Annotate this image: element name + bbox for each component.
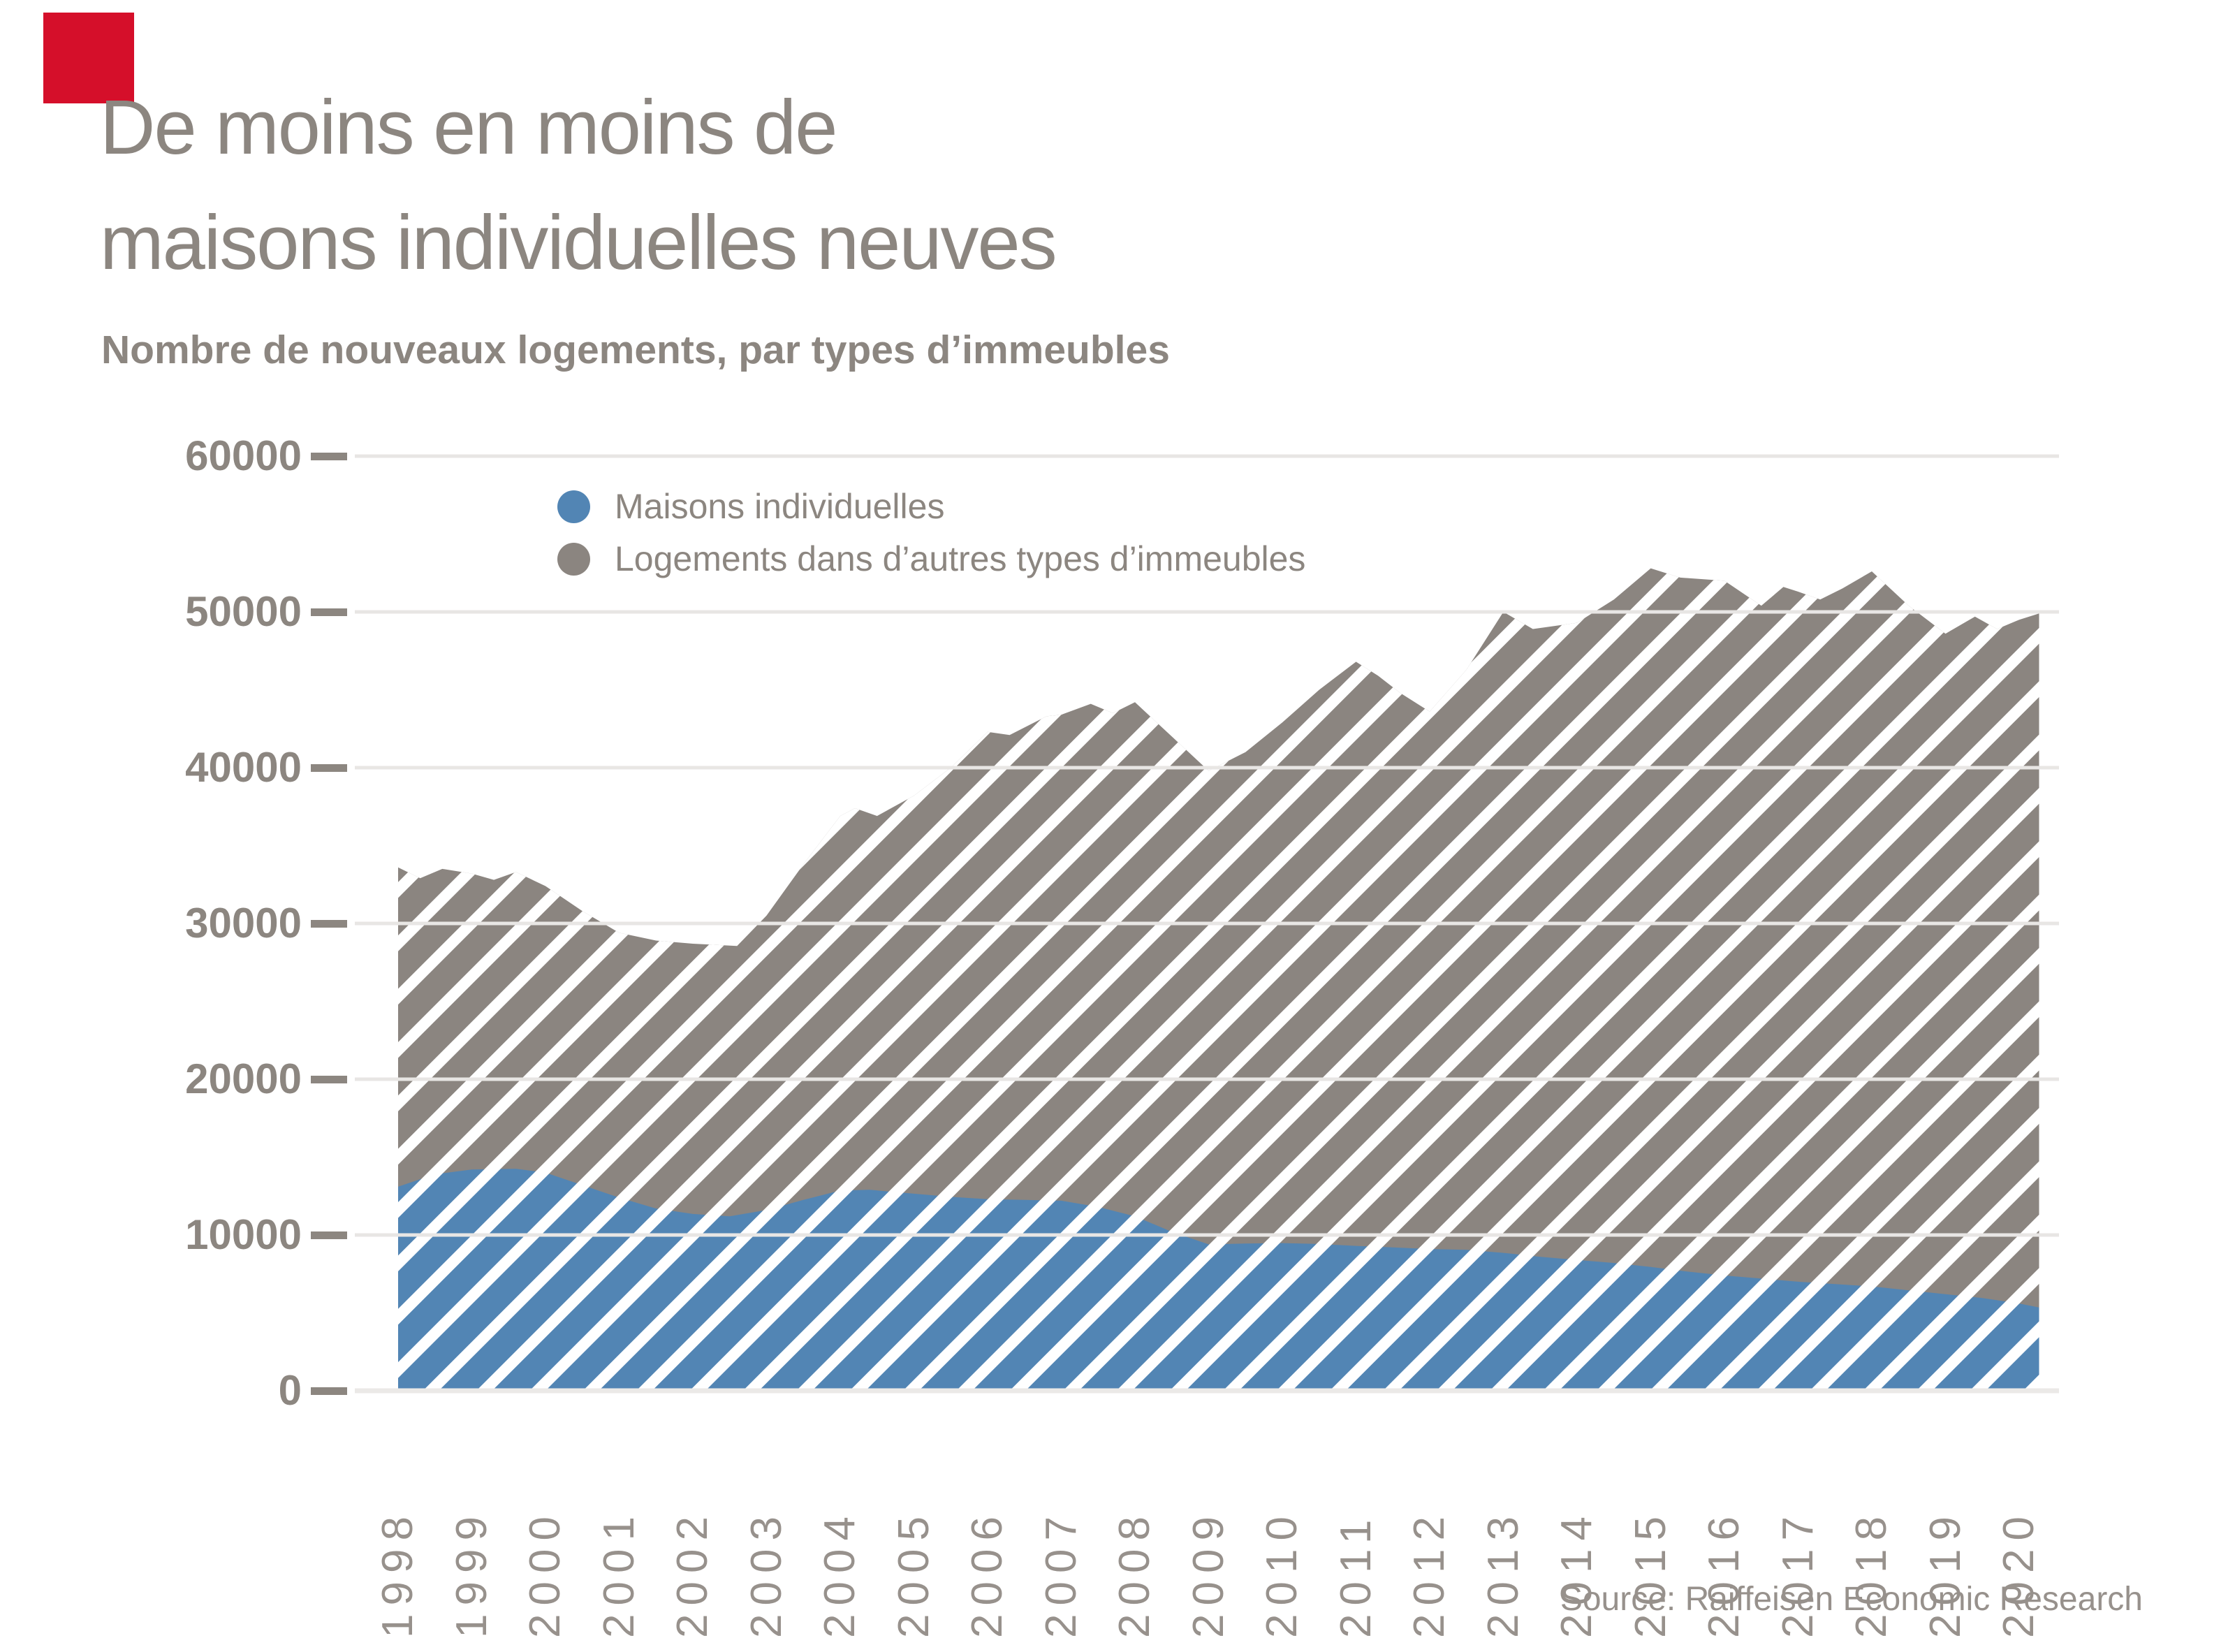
y-axis-tick bbox=[311, 919, 347, 928]
y-axis-tick bbox=[311, 608, 347, 616]
x-axis-year-label: 2002 bbox=[668, 1508, 717, 1638]
page-title-line2: maisons individuelles neuves bbox=[100, 200, 1057, 286]
x-axis-year-label: 2013 bbox=[1479, 1508, 1527, 1638]
x-axis-year-label: 2001 bbox=[594, 1508, 643, 1638]
legend-label: Logements dans d’autres types d’immeuble… bbox=[615, 539, 1306, 578]
x-axis-year-label: 2007 bbox=[1036, 1508, 1085, 1638]
legend-dot-blue-icon bbox=[557, 490, 590, 523]
y-axis-tick bbox=[311, 1387, 347, 1395]
x-axis-year-label: 2003 bbox=[742, 1508, 791, 1638]
x-axis-year-label: 2008 bbox=[1111, 1508, 1159, 1638]
x-axis-year-label: 2005 bbox=[889, 1508, 938, 1638]
page-title-line1: De moins en moins de bbox=[100, 85, 837, 170]
x-axis-year-label: 2000 bbox=[521, 1508, 569, 1638]
y-axis-label: 0 bbox=[278, 1367, 302, 1414]
legend-dot-gray-icon bbox=[557, 543, 590, 576]
x-axis-year-label: 2004 bbox=[816, 1508, 864, 1638]
chart-subtitle: Nombre de nouveaux logements, par types … bbox=[101, 328, 1170, 372]
y-axis-label: 40000 bbox=[185, 744, 302, 791]
y-axis-label: 20000 bbox=[185, 1055, 302, 1102]
y-axis-label: 60000 bbox=[185, 432, 302, 479]
raiffeisen-logo-red-square bbox=[43, 13, 134, 103]
y-axis-label: 30000 bbox=[185, 900, 302, 946]
x-axis-year-label: 2012 bbox=[1405, 1508, 1453, 1638]
x-axis-year-label: 2009 bbox=[1184, 1508, 1233, 1638]
hatch-overlay bbox=[398, 568, 2039, 1391]
x-axis-year-label: 1998 bbox=[374, 1508, 422, 1638]
source-credit: Source: Raiffeisen Economic Research bbox=[1560, 1581, 2143, 1618]
legend-label: Maisons individuelles bbox=[615, 487, 945, 526]
x-axis-year-label: 1999 bbox=[447, 1508, 496, 1638]
x-axis-year-label: 2006 bbox=[963, 1508, 1011, 1638]
page-title: De moins en moins de maisons individuell… bbox=[100, 70, 1057, 300]
y-axis-tick bbox=[311, 1075, 347, 1083]
y-axis-tick bbox=[311, 452, 347, 460]
y-axis-label: 10000 bbox=[185, 1211, 302, 1258]
y-axis-tick bbox=[311, 763, 347, 772]
x-axis-year-label: 2011 bbox=[1331, 1511, 1380, 1638]
y-axis-tick bbox=[311, 1231, 347, 1239]
y-axis-label: 50000 bbox=[185, 588, 302, 635]
x-axis-year-label: 2010 bbox=[1258, 1508, 1306, 1638]
